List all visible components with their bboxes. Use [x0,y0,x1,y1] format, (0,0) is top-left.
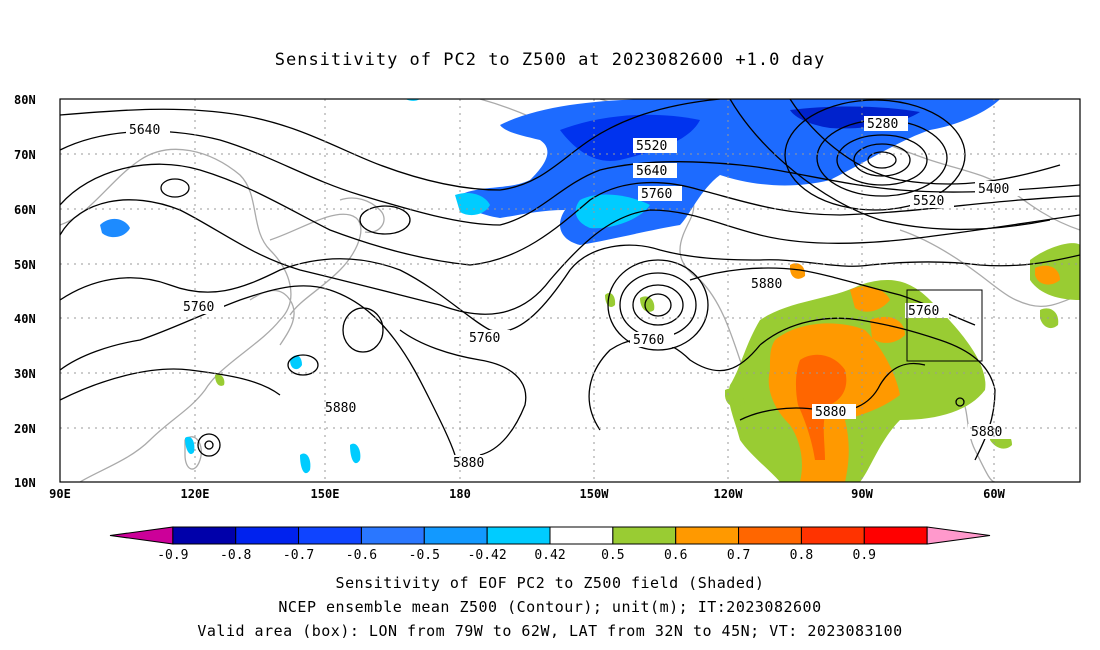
colorbar-swatch [738,526,802,545]
colorbar-swatch [612,526,677,545]
positive-sensitivity-shading [215,243,1080,482]
lat-tick-label: 30N [14,367,36,381]
contour-label: 5880 [751,277,782,292]
contour-label: 5760 [633,333,664,348]
colorbar-swatch [549,526,614,545]
colorbar-swatch [109,526,174,545]
colorbar-swatch [486,526,551,545]
longitude-ticks: 90E 120E 150E 180 150W 120W 90W 60W [49,487,1005,501]
lat-tick-label: 10N [14,476,36,490]
colorbar-swatch [863,526,928,545]
colorbar-label: 0.6 [664,548,687,563]
colorbar-label: 0.5 [601,548,624,563]
valid-area-box [906,289,983,362]
lon-tick-label: 60W [983,487,1005,501]
lat-tick-label: 50N [14,258,36,272]
colorbar-swatch [360,526,425,545]
contour-label: 5760 [908,304,939,319]
lon-tick-label: 90E [49,487,71,501]
contour-label: 5880 [453,456,484,471]
colorbar-label: 0.8 [790,548,813,563]
caption-line-1: Sensitivity of EOF PC2 to Z500 field (Sh… [335,574,765,592]
contour-label: 5280 [867,117,898,132]
contour-label: 5880 [815,405,846,420]
contour-label: 5520 [636,139,667,154]
lon-tick-label: 120W [714,487,744,501]
contour-label: 5760 [641,187,672,202]
colorbar-label: -0.42 [468,548,507,563]
lon-tick-label: 150W [580,487,610,501]
map-frame [59,98,1081,483]
contour-label: 5880 [971,425,1002,440]
colorbar-label: -0.7 [283,548,314,563]
colorbar-label: 0.9 [853,548,876,563]
colorbar-swatch [423,526,488,545]
latitude-ticks: 80N 70N 60N 50N 40N 30N 20N 10N [14,93,36,490]
caption-line-3: Valid area (box): LON from 79W to 62W, L… [197,622,903,640]
lon-tick-label: 90W [851,487,873,501]
colorbar-label: -0.8 [220,548,251,563]
colorbar-swatch [298,526,362,545]
graticule [60,99,1080,482]
lat-tick-label: 60N [14,203,36,217]
colorbar-swatch [172,526,237,545]
colorbar-label: -0.5 [409,548,440,563]
contour-label: 5520 [913,194,944,209]
map-title: Sensitivity of PC2 to Z500 at 2023082600… [274,50,826,70]
colorbar-label: 0.42 [534,548,565,563]
colorbar-label: 0.7 [727,548,750,563]
lat-tick-label: 70N [14,148,36,162]
contour-label: 5400 [978,182,1009,197]
colorbar-label: -0.6 [346,548,377,563]
colorbar-swatch [675,526,740,545]
contour-label: 5880 [325,401,356,416]
colorbar: -0.9 -0.8 -0.7 -0.6 -0.5 -0.42 0.42 0.5 0.6 0.7 0.… [109,526,991,563]
contour-label: 5640 [129,123,160,138]
colorbar-swatch [926,526,991,545]
caption-line-2: NCEP ensemble mean Z500 (Contour); unit(… [278,598,822,616]
colorbar-label: -0.9 [157,548,188,563]
lat-tick-label: 20N [14,422,36,436]
colorbar-swatch [800,526,865,545]
contour-label: 5760 [183,300,214,315]
colorbar-swatch [235,526,300,545]
lon-tick-label: 120E [181,487,210,501]
lon-tick-label: 150E [311,487,340,501]
contour-label: 5760 [469,331,500,346]
lon-tick-label: 180 [449,487,471,501]
contour-label: 5640 [636,164,667,179]
lat-tick-label: 40N [14,312,36,326]
lat-tick-label: 80N [14,93,36,107]
